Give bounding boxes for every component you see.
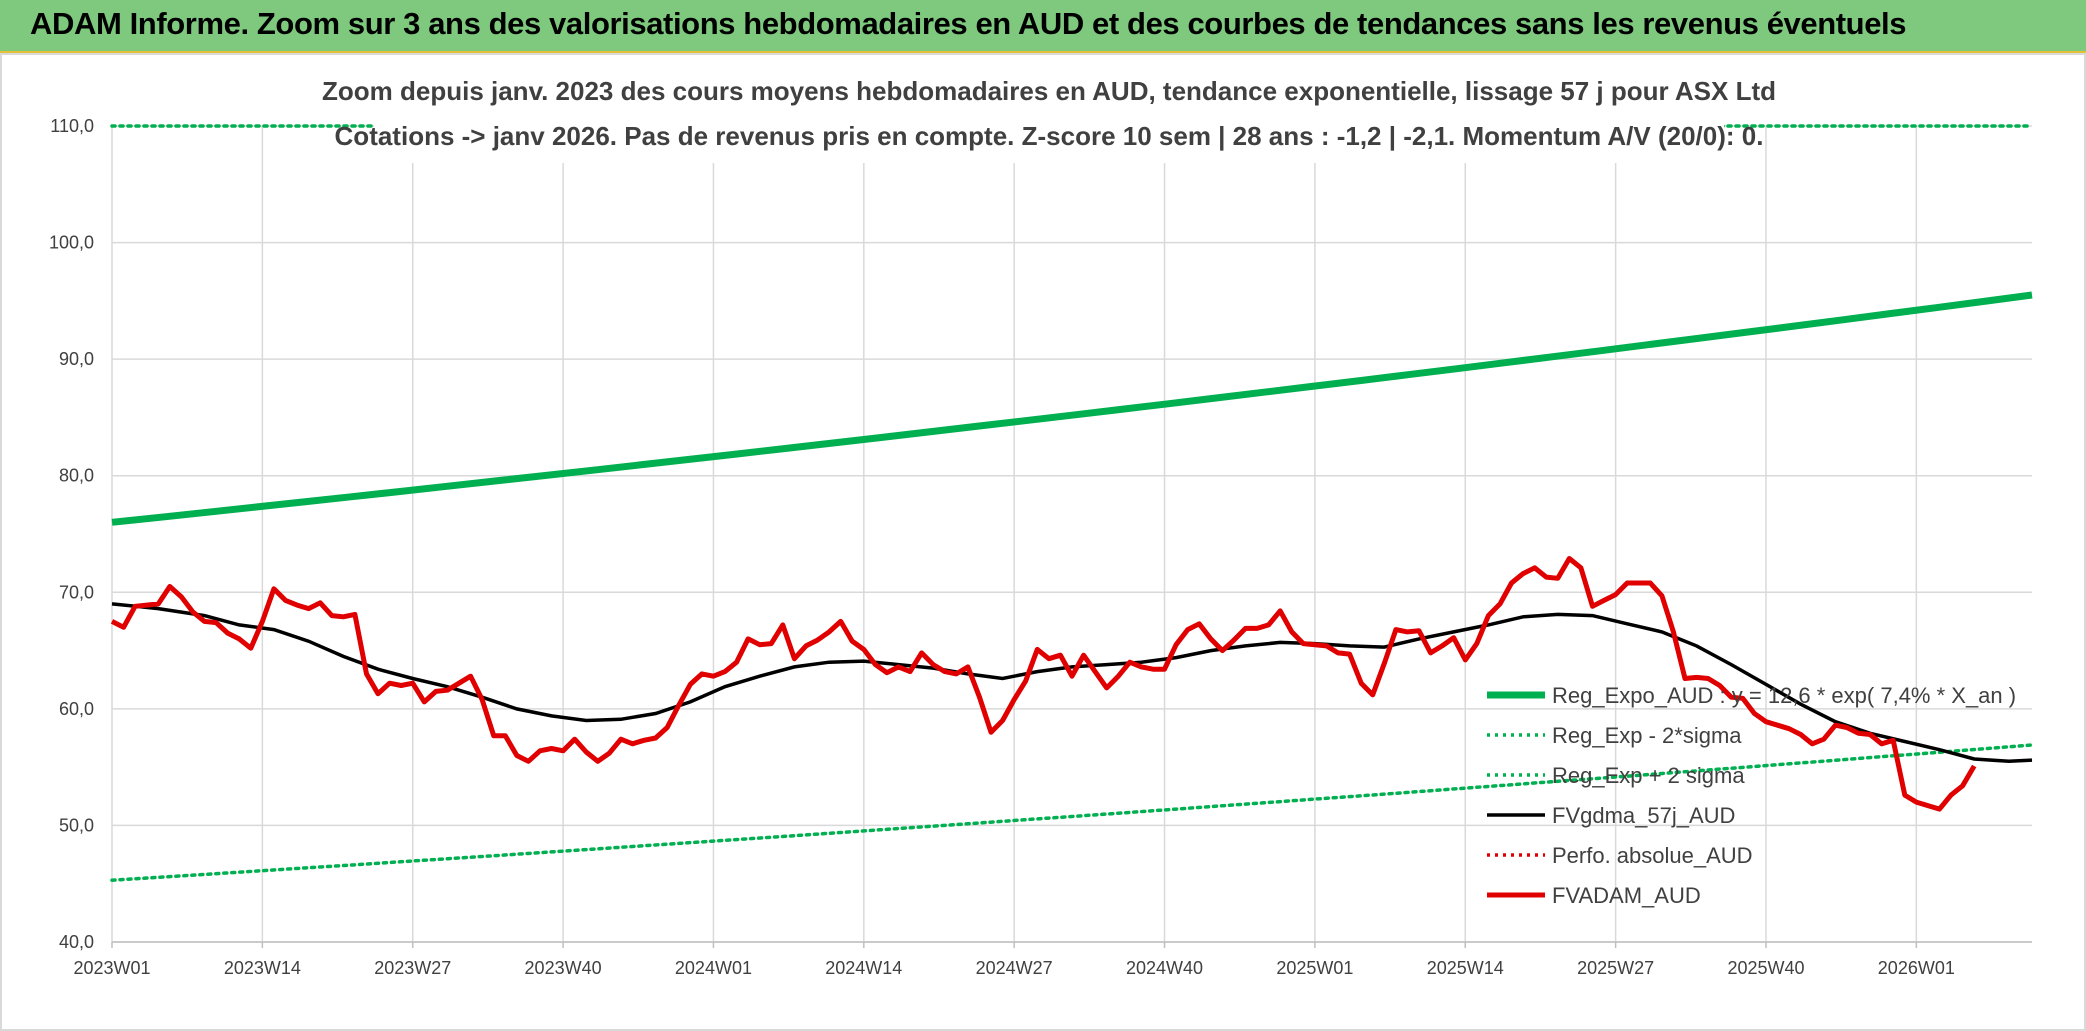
legend: Reg_Expo_AUD : y = 12,6 * exp( 7,4% * X_… — [1487, 683, 2016, 908]
report-title: ADAM Informe. Zoom sur 3 ans des valoris… — [30, 6, 1907, 41]
legend-label-1: Reg_Exp - 2*sigma — [1552, 723, 1742, 748]
y-tick-label: 40,0 — [59, 932, 94, 952]
y-tick-label: 90,0 — [59, 349, 94, 369]
chart-title: Zoom depuis janv. 2023 des cours moyens … — [322, 76, 1776, 106]
legend-label-5: FVADAM_AUD — [1552, 883, 1701, 908]
y-tick-label: 60,0 — [59, 699, 94, 719]
legend-label-2: Reg_Exp + 2 sigma — [1552, 763, 1745, 788]
x-tick-label: 2026W01 — [1878, 958, 1955, 978]
legend-label-4: Perfo. absolue_AUD — [1552, 843, 1753, 868]
chart-frame: 40,0 50,0 60,0 70,0 80,0 90,0 100,0 110,0 2023W… — [0, 53, 2086, 1031]
y-tick-label: 50,0 — [59, 815, 94, 835]
report-banner: ADAM Informe. Zoom sur 3 ans des valoris… — [0, 0, 2086, 53]
y-tick-label: 110,0 — [50, 116, 94, 136]
series-line-5 — [110, 556, 1977, 812]
y-tick-label: 100,0 — [49, 233, 94, 253]
x-tick-label: 2024W01 — [675, 958, 752, 978]
y-axis: 40,0 50,0 60,0 70,0 80,0 90,0 100,0 110,0 — [49, 116, 94, 952]
grid-lines — [111, 125, 2032, 943]
y-tick-label: 70,0 — [59, 582, 94, 602]
x-axis: 2023W01 2023W14 2023W27 2023W40 2024W01 2024W… — [73, 941, 2032, 978]
line-chart: 40,0 50,0 60,0 70,0 80,0 90,0 100,0 110,0 2023W… — [49, 67, 2034, 978]
x-tick-label: 2023W27 — [374, 958, 451, 978]
legend-label-3: FVgdma_57j_AUD — [1552, 803, 1735, 828]
x-tick-label: 2025W40 — [1727, 958, 1804, 978]
x-tick-label: 2023W40 — [525, 958, 602, 978]
series-line-1 — [110, 743, 2034, 882]
x-tick-label: 2024W40 — [1126, 958, 1203, 978]
x-tick-label: 2025W14 — [1427, 958, 1504, 978]
y-tick-label: 80,0 — [59, 466, 94, 486]
x-tick-label: 2024W14 — [825, 958, 902, 978]
x-tick-label: 2025W27 — [1577, 958, 1654, 978]
legend-label-0: Reg_Expo_AUD : y = 12,6 * exp( 7,4% * X_… — [1552, 683, 2016, 708]
x-tick-label: 2024W27 — [976, 958, 1053, 978]
chart-subtitle: Cotations -> janv 2026. Pas de revenus p… — [335, 121, 1764, 151]
x-tick-label: 2025W01 — [1276, 958, 1353, 978]
x-tick-label: 2023W01 — [73, 958, 150, 978]
series-line-0 — [111, 291, 2033, 526]
title-backdrop — [374, 67, 1724, 163]
x-tick-label: 2023W14 — [224, 958, 301, 978]
